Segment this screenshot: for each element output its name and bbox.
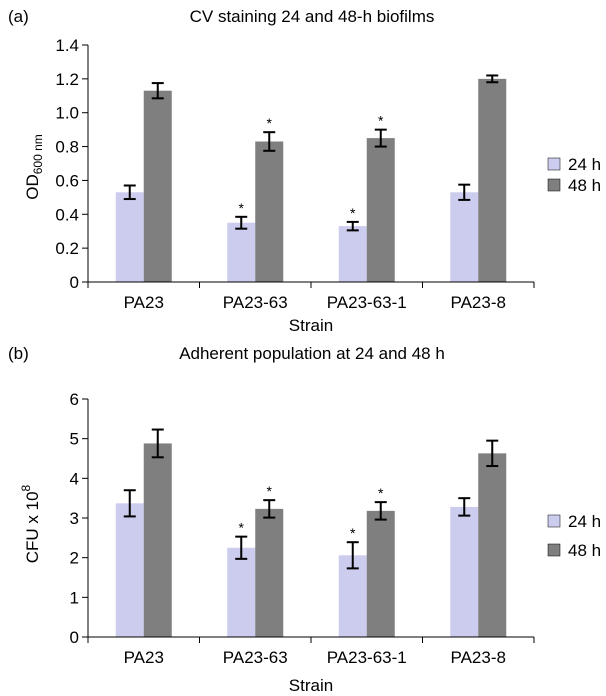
panel-b-sig-marker: * [350, 525, 356, 541]
panel-b-category-label: PA23-8 [451, 648, 506, 667]
panel-a-category-label: PA23-63 [223, 293, 288, 312]
panel-a-bar [115, 192, 144, 282]
panel-a-bar [366, 138, 395, 282]
panel-a-category-label: PA23-63-1 [327, 293, 407, 312]
panel-a-legend-label: 48 h [568, 176, 601, 195]
panel-a-ylabel: OD600 nm [23, 134, 45, 200]
panel-b-category-label: PA23-63-1 [327, 648, 407, 667]
panel-a-ytick-label: 1.0 [55, 104, 79, 123]
panel-b-category-label: PA23 [124, 648, 164, 667]
panel-a-label: (a) [8, 7, 29, 26]
panel-a-sig-marker: * [267, 115, 273, 131]
panel-b-sig-marker: * [239, 520, 245, 536]
panel-a-legend-label: 24 h [568, 155, 601, 174]
panel-a-legend-swatch [547, 157, 561, 171]
panel-b-bar [143, 443, 172, 637]
panel-b-ytick-label: 5 [70, 430, 79, 449]
panel-b-category-label: PA23-63 [223, 648, 288, 667]
panel-a-bar [143, 90, 172, 282]
panel-b-legend-swatch [547, 514, 561, 528]
panel-a-sig-marker: * [239, 200, 245, 216]
panel-b-sig-marker: * [378, 485, 384, 501]
panel-b-sig-marker: * [267, 483, 273, 499]
panel-b-ytick-label: 1 [70, 588, 79, 607]
panel-b-bar [255, 508, 284, 637]
panel-a-ylabel-sub: 600 nm [31, 134, 45, 174]
panel-b-legend-swatch [547, 543, 561, 557]
panel-b-xlabel: Strain [289, 676, 333, 695]
panel-a-bar [478, 78, 507, 282]
panel-a-category-label: PA23-8 [451, 293, 506, 312]
panel-a-title: CV staining 24 and 48-h biofilms [190, 7, 435, 26]
panel-a-ytick-label: 1.2 [55, 70, 79, 89]
panel-a-ytick-label: 1.4 [55, 36, 79, 55]
panel-b-bar [366, 510, 395, 637]
panel-a-bar [338, 226, 367, 282]
panel-b-title: Adherent population at 24 and 48 h [179, 344, 445, 363]
panel-a-ytick-label: 0.4 [55, 205, 79, 224]
panel-a-sig-marker: * [378, 113, 384, 129]
panel-b-bar [115, 503, 144, 637]
panel-b-bar [227, 547, 256, 637]
panel-b-ytick-label: 0 [70, 628, 79, 647]
panel-a-xlabel: Strain [289, 316, 333, 335]
panel-b-ylabel-main: CFU x 10 [23, 491, 42, 563]
panel-b-ytick-label: 3 [70, 509, 79, 528]
panel-a-ytick-label: 0 [70, 273, 79, 292]
panel-a-legend-swatch [547, 178, 561, 192]
panel-a-bar [450, 192, 479, 282]
panel-a-ytick-label: 0.8 [55, 138, 79, 157]
panel-a-ylabel-main: OD [23, 174, 42, 200]
panel-a-bar [227, 222, 256, 282]
panel-b-legend-label: 48 h [568, 541, 601, 560]
panel-b-label: (b) [8, 344, 29, 363]
panel-b-bar [450, 506, 479, 637]
panel-b-legend-label: 24 h [568, 512, 601, 531]
panel-b-bar [478, 453, 507, 637]
panel-a-bar [255, 141, 284, 282]
panel-a-sig-marker: * [350, 205, 356, 221]
chart-marks: 0 0.2 0.4 0.6 0.8 1.0 1.2 1.4 * * * * PA23 PA23-63 PA2… [55, 36, 601, 667]
panel-b-ytick-label: 2 [70, 549, 79, 568]
panel-a-ytick-label: 0.2 [55, 239, 79, 258]
panel-b-ytick-label: 4 [70, 469, 79, 488]
panel-a-ytick-label: 0.6 [55, 171, 79, 190]
panel-b-ylabel-sup: 8 [19, 484, 33, 491]
panel-b-ytick-label: 6 [70, 390, 79, 409]
panel-b-ylabel: CFU x 108 [19, 484, 42, 563]
panel-a-category-label: PA23 [124, 293, 164, 312]
